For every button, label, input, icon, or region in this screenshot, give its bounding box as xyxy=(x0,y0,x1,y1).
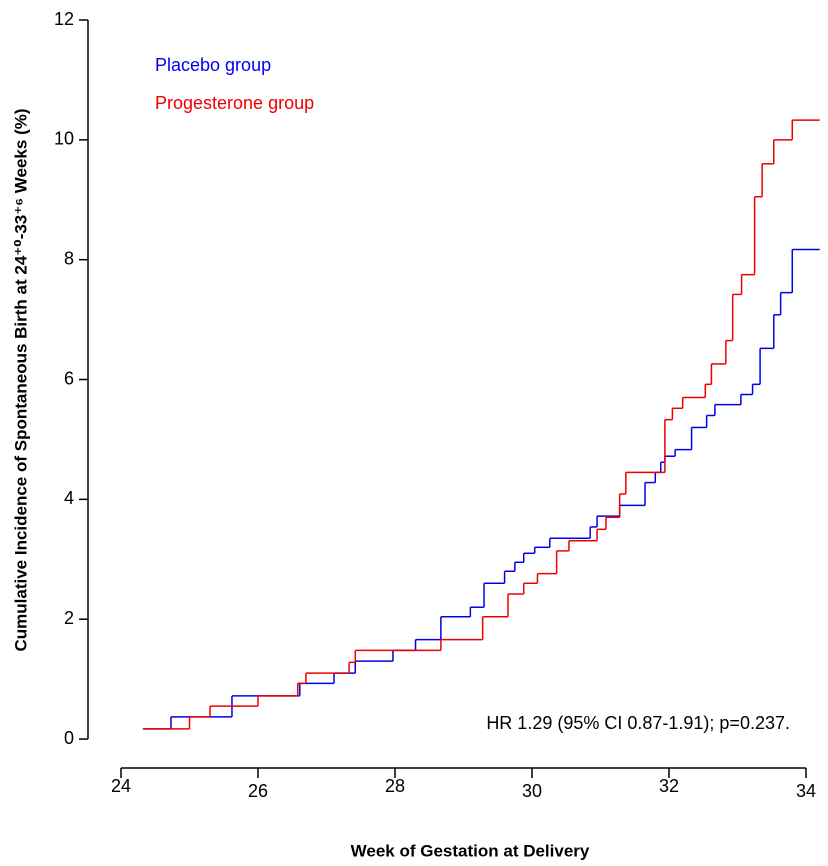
legend-label: Placebo group xyxy=(155,55,271,75)
y-tick-label: 12 xyxy=(54,9,74,29)
x-tick-label: 32 xyxy=(659,776,679,796)
y-tick-label: 4 xyxy=(64,488,74,508)
annotation: HR 1.29 (95% CI 0.87-1.91); p=0.237. xyxy=(486,713,790,733)
x-tick-label: 34 xyxy=(796,781,816,801)
y-tick-label: 2 xyxy=(64,608,74,628)
x-tick-label: 24 xyxy=(111,776,131,796)
x-axis-title: Week of Gestation at Delivery xyxy=(351,841,590,860)
x-tick-label: 28 xyxy=(385,776,405,796)
x-tick-label: 30 xyxy=(522,781,542,801)
y-tick-label: 6 xyxy=(64,368,74,388)
y-tick-label: 10 xyxy=(54,129,74,149)
y-tick-label: 0 xyxy=(64,728,74,748)
y-axis-title: Cumulative Incidence of Spontaneous Birt… xyxy=(11,108,30,651)
x-tick-label: 26 xyxy=(248,781,268,801)
y-tick-label: 8 xyxy=(64,248,74,268)
legend-label: Progesterone group xyxy=(155,93,314,113)
